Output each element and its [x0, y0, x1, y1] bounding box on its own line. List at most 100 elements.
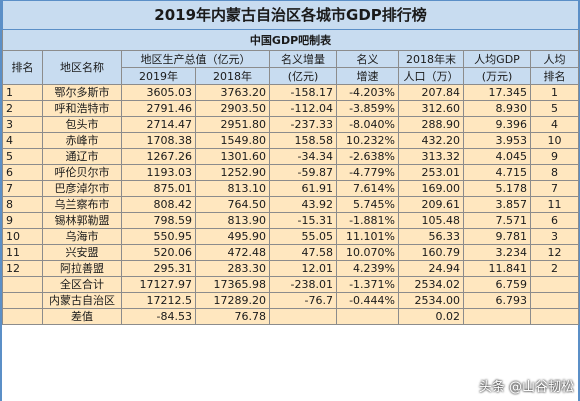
ranking-rows: 1 鄂尔多斯市 3605.03 3763.20 -158.17 -4.203% 207.84…	[2, 84, 580, 277]
cell-population: 56.33	[398, 228, 464, 245]
cell-per-capita: 9.396	[463, 116, 531, 133]
cell-rank-empty	[2, 276, 43, 293]
table-subtitle: 中国GDP吧制表	[1, 29, 580, 51]
cell-rank: 10	[2, 228, 43, 245]
cell-region: 包头市	[42, 116, 122, 133]
cell-per-capita: 3.234	[463, 244, 531, 261]
table-row: 4 赤峰市 1708.38 1549.80 158.58 10.232% 432.20 3.9…	[2, 132, 580, 149]
cell-increase: 43.92	[269, 196, 337, 213]
cell-increase: -112.04	[269, 100, 337, 117]
cell-region: 呼伦贝尔市	[42, 164, 122, 181]
cell-pc-rank: 6	[529, 212, 580, 229]
header-pop-1: 2018年末	[398, 50, 464, 68]
cell-rank: 7	[2, 180, 43, 197]
cell-per-capita: 3.953	[463, 132, 531, 149]
cell-gdp-2018: 283.30	[195, 260, 270, 277]
cell-population: 253.01	[398, 164, 464, 181]
cell-increase: -158.17	[269, 84, 337, 101]
cell-gdp-2019: 808.42	[121, 196, 196, 213]
cell-pc-rank: 8	[529, 164, 580, 181]
cell-gdp-2018: 1301.60	[195, 148, 270, 165]
cell-region: 鄂尔多斯市	[42, 84, 122, 101]
cell-increase: -238.01	[269, 276, 337, 293]
cell-per-capita: 6.793	[463, 292, 531, 309]
table-row: 12 阿拉善盟 295.31 283.30 12.01 4.239% 24.94 11.841…	[2, 260, 580, 277]
total-row: 差值 -84.53 76.78 0.02	[2, 308, 580, 325]
cell-population: 432.20	[398, 132, 464, 149]
header-pc-rank-2: 排名	[529, 67, 580, 85]
table-row: 1 鄂尔多斯市 3605.03 3763.20 -158.17 -4.203% 207.84…	[2, 84, 580, 101]
cell-rank-empty	[2, 292, 43, 309]
cell-per-capita: 3.857	[463, 196, 531, 213]
cell-population: 24.94	[398, 260, 464, 277]
cell-gdp-2019: 3605.03	[121, 84, 196, 101]
cell-growth: -0.444%	[336, 292, 399, 309]
header-rank: 排名	[2, 50, 43, 85]
cell-rank: 5	[2, 148, 43, 165]
cell-gdp-2018: 472.48	[195, 244, 270, 261]
cell-pc-rank: 2	[529, 260, 580, 277]
cell-gdp-2018: 3763.20	[195, 84, 270, 101]
cell-region: 赤峰市	[42, 132, 122, 149]
cell-increase: 61.91	[269, 180, 337, 197]
cell-growth: -4.203%	[336, 84, 399, 101]
cell-increase: -15.31	[269, 212, 337, 229]
table-row: 11 兴安盟 520.06 472.48 47.58 10.070% 160.79 3.234…	[2, 244, 580, 261]
cell-gdp-2019: 2791.46	[121, 100, 196, 117]
cell-growth: -8.040%	[336, 116, 399, 133]
gdp-table: 2019年内蒙古自治区各城市GDP排行榜 中国GDP吧制表 排名 地区名称 地区…	[1, 0, 580, 325]
cell-growth: 7.614%	[336, 180, 399, 197]
cell-pc-rank: 1	[529, 84, 580, 101]
cell-gdp-2018: 495.90	[195, 228, 270, 245]
cell-pc-rank-empty	[529, 276, 580, 293]
cell-increase: 12.01	[269, 260, 337, 277]
cell-gdp-2018: 1549.80	[195, 132, 270, 149]
cell-region: 兴安盟	[42, 244, 122, 261]
table-row: 9 锡林郭勒盟 798.59 813.90 -15.31 -1.881% 105.48 7.5…	[2, 212, 580, 229]
totals-rows: 全区合计 17127.97 17365.98 -238.01 -1.371% 2534.0…	[2, 276, 580, 325]
cell-pc-rank: 11	[529, 196, 580, 213]
header-nominal-2: 增速	[336, 67, 399, 85]
cell-gdp-2019: 1267.26	[121, 148, 196, 165]
cell-growth: -2.638%	[336, 148, 399, 165]
cell-population: 288.90	[398, 116, 464, 133]
cell-total-label: 内蒙古自治区	[42, 292, 122, 309]
cell-increase: 158.58	[269, 132, 337, 149]
table-row: 5 通辽市 1267.26 1301.60 -34.34 -2.638% 313.32 4.0…	[2, 148, 580, 165]
cell-population: 207.84	[398, 84, 464, 101]
header-nominal-1: 名义	[336, 50, 399, 68]
cell-gdp-2018: 764.50	[195, 196, 270, 213]
header-region: 地区名称	[42, 50, 122, 85]
cell-rank: 1	[2, 84, 43, 101]
header-gdp-2018: 2018年	[195, 67, 270, 85]
cell-rank: 4	[2, 132, 43, 149]
table-row: 3 包头市 2714.47 2951.80 -237.33 -8.040% 288.90 9.…	[2, 116, 580, 133]
header-pc-rank-1: 人均	[529, 50, 580, 68]
cell-rank: 8	[2, 196, 43, 213]
cell-rank-empty	[2, 308, 43, 325]
cell-gdp-2018: 76.78	[195, 308, 270, 325]
cell-per-capita: 5.178	[463, 180, 531, 197]
cell-region: 呼和浩特市	[42, 100, 122, 117]
cell-pc-rank-empty	[529, 292, 580, 309]
cell-per-capita	[463, 308, 531, 325]
cell-population: 0.02	[398, 308, 464, 325]
cell-population: 209.61	[398, 196, 464, 213]
cell-pc-rank-empty	[529, 308, 580, 325]
table-row: 8 乌兰察布市 808.42 764.50 43.92 5.745% 209.61 3.857…	[2, 196, 580, 213]
cell-gdp-2018: 2903.50	[195, 100, 270, 117]
cell-gdp-2019: 17127.97	[121, 276, 196, 293]
table-title: 2019年内蒙古自治区各城市GDP排行榜	[1, 0, 580, 30]
cell-gdp-2018: 813.10	[195, 180, 270, 197]
cell-increase: -76.7	[269, 292, 337, 309]
cell-growth: 11.101%	[336, 228, 399, 245]
table-row: 2 呼和浩特市 2791.46 2903.50 -112.04 -3.859% 312.60…	[2, 100, 580, 117]
cell-growth: -1.371%	[336, 276, 399, 293]
watermark: 头条 @山谷韧松	[478, 380, 574, 395]
cell-gdp-2019: 2714.47	[121, 116, 196, 133]
cell-growth: -4.779%	[336, 164, 399, 181]
cell-region: 锡林郭勒盟	[42, 212, 122, 229]
cell-growth: 10.070%	[336, 244, 399, 261]
cell-population: 160.79	[398, 244, 464, 261]
cell-per-capita: 6.759	[463, 276, 531, 293]
